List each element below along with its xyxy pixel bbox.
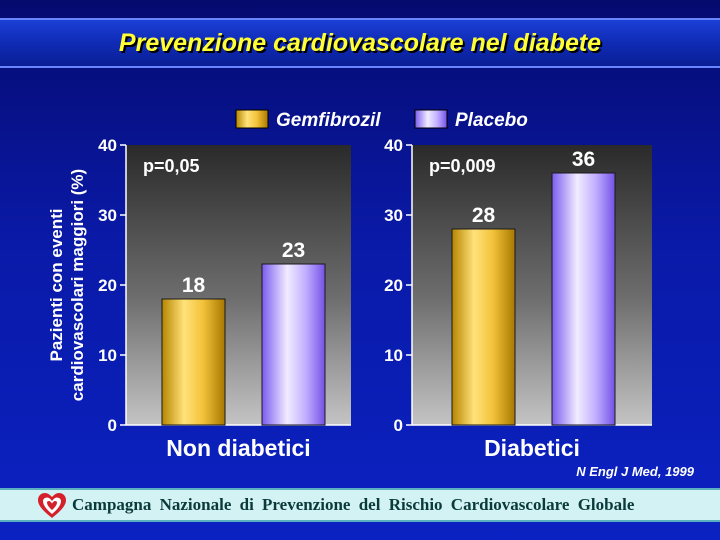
legend: Gemfibrozil Placebo bbox=[235, 109, 528, 131]
bar-value-label: 18 bbox=[182, 274, 206, 297]
heart-logo-icon bbox=[38, 493, 66, 518]
chart: Gemfibrozil Placebo Pazienti con eventi … bbox=[47, 109, 652, 461]
bar-placebo bbox=[261, 263, 326, 426]
y-tick-label: 20 bbox=[384, 276, 403, 295]
y-axis-label-line1: Pazienti con eventi bbox=[47, 208, 66, 361]
legend-swatch-gemfibrozil bbox=[235, 109, 269, 129]
plot-area bbox=[412, 145, 652, 425]
panel-2: 0 10 20 30 40 p=0,009 28 36 Diabetici bbox=[384, 136, 652, 461]
y-tick-label: 10 bbox=[384, 346, 403, 365]
footer-text: Campagna Nazionale di Prevenzione del Ri… bbox=[72, 495, 635, 514]
y-tick-label: 20 bbox=[98, 276, 117, 295]
y-tick-label: 10 bbox=[98, 346, 117, 365]
bar-value-label: 28 bbox=[472, 204, 496, 227]
category-label: Diabetici bbox=[484, 435, 580, 461]
slide-title: Prevenzione cardiovascolare nel diabete bbox=[118, 29, 602, 57]
bar-placebo bbox=[551, 172, 616, 426]
title-bar: Prevenzione cardiovascolare nel diabete bbox=[0, 18, 720, 68]
footer-bar: Campagna Nazionale di Prevenzione del Ri… bbox=[0, 488, 720, 522]
y-tick-label: 0 bbox=[394, 416, 403, 435]
legend-swatch-placebo bbox=[414, 109, 448, 129]
bar-gemfibrozil bbox=[451, 228, 516, 426]
y-tick-label: 30 bbox=[384, 206, 403, 225]
panel-1: 0 10 20 30 40 p=0,05 18 23 Non diabetici bbox=[98, 136, 351, 461]
legend-label-placebo: Placebo bbox=[455, 110, 528, 131]
source-citation: N Engl J Med, 1999 bbox=[576, 464, 694, 479]
legend-label-gemfibrozil: Gemfibrozil bbox=[276, 110, 381, 131]
y-tick-label: 40 bbox=[384, 136, 403, 155]
bar-gemfibrozil bbox=[161, 298, 226, 426]
bar-value-label: 23 bbox=[282, 239, 305, 262]
y-tick-label: 0 bbox=[108, 416, 117, 435]
category-label: Non diabetici bbox=[166, 435, 310, 461]
y-axis-label-line2: cardiovascolari maggiori (%) bbox=[68, 169, 87, 401]
y-tick-label: 40 bbox=[98, 136, 117, 155]
y-tick-label: 30 bbox=[98, 206, 117, 225]
chart-panels: 0 10 20 30 40 p=0,05 18 23 Non diabetici 0 10 20 30 4… bbox=[98, 136, 652, 461]
p-value-label: p=0,05 bbox=[143, 156, 200, 176]
bar-value-label: 36 bbox=[572, 148, 595, 171]
p-value-label: p=0,009 bbox=[429, 156, 496, 176]
